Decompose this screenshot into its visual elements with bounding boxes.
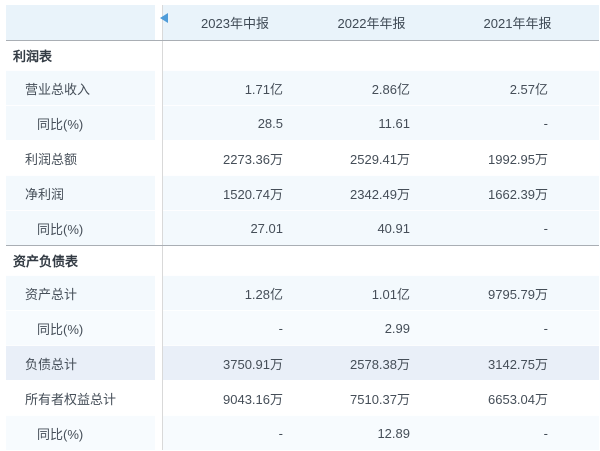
column-gutter	[155, 275, 163, 310]
value-cell: 12.89	[307, 415, 436, 450]
row-label: 营业总收入	[6, 70, 155, 105]
section-row: 资产负债表	[6, 245, 599, 275]
value-cell: 3142.75万	[436, 345, 599, 380]
value-cell: -	[436, 210, 599, 245]
table-row: 净利润 1520.74万 2342.49万 1662.39万	[6, 175, 599, 210]
table-row: 同比(%) 27.01 40.91-	[6, 210, 599, 245]
column-gutter	[155, 175, 163, 210]
value-cell: 9795.79万	[436, 275, 599, 310]
column-header-2023-mid[interactable]: 2023年中报	[163, 5, 307, 40]
value-cell: -	[163, 415, 307, 450]
value-cell: 2.86亿	[307, 70, 436, 105]
value-cell: 3750.91万	[163, 345, 307, 380]
column-header-2022-annual[interactable]: 2022年年报	[307, 5, 436, 40]
value-cell: 1520.74万	[163, 175, 307, 210]
value-cell	[163, 41, 307, 70]
table-row: 同比(%) 28.5 11.61-	[6, 105, 599, 140]
value-cell: 2273.36万	[163, 140, 307, 175]
value-cell: 2529.41万	[307, 140, 436, 175]
value-cell: 1.71亿	[163, 70, 307, 105]
column-header-2021-annual[interactable]: 2021年年报	[436, 5, 599, 40]
row-label: 净利润	[6, 175, 155, 210]
row-label: 同比(%)	[6, 310, 155, 345]
column-gutter	[155, 41, 163, 70]
value-cell	[436, 41, 599, 70]
value-cell: 6653.04万	[436, 380, 599, 415]
column-gutter	[155, 140, 163, 175]
row-label: 资产总计	[6, 275, 155, 310]
row-label: 资产负债表	[6, 246, 155, 275]
column-gutter	[155, 246, 163, 275]
column-gutter	[155, 380, 163, 415]
row-label: 同比(%)	[6, 415, 155, 450]
column-gutter	[155, 70, 163, 105]
value-cell	[307, 246, 436, 275]
row-label: 负债总计	[6, 345, 155, 380]
value-cell: -	[163, 310, 307, 345]
value-cell: -	[436, 105, 599, 140]
value-cell: 1662.39万	[436, 175, 599, 210]
row-label: 同比(%)	[6, 105, 155, 140]
financial-report-table: 2023年中报 2022年年报 2021年年报 利润表 营业总收入 1.71亿 2.8…	[6, 5, 599, 450]
value-cell: 2578.38万	[307, 345, 436, 380]
table-row: 资产总计 1.28亿 1.01亿 9795.79万	[6, 275, 599, 310]
table-body: 利润表 营业总收入 1.71亿 2.86亿 2.57亿 同比(%) 28.5 11.61- 利润…	[6, 40, 599, 450]
table-row: 所有者权益总计 9043.16万 7510.37万 6653.04万	[6, 380, 599, 415]
column-gutter	[155, 105, 163, 140]
collapse-columns-left-icon[interactable]	[160, 13, 168, 23]
value-cell: 28.5	[163, 105, 307, 140]
value-cell: -	[436, 415, 599, 450]
value-cell: 1.01亿	[307, 275, 436, 310]
table-row: 营业总收入 1.71亿 2.86亿 2.57亿	[6, 70, 599, 105]
value-cell: 1.28亿	[163, 275, 307, 310]
value-cell: 9043.16万	[163, 380, 307, 415]
row-label: 所有者权益总计	[6, 380, 155, 415]
column-gutter	[155, 310, 163, 345]
table-row: 负债总计 3750.91万 2578.38万 3142.75万	[6, 345, 599, 380]
row-label: 利润总额	[6, 140, 155, 175]
row-label: 利润表	[6, 41, 155, 70]
column-gutter	[155, 210, 163, 245]
table-row: 利润总额 2273.36万 2529.41万 1992.95万	[6, 140, 599, 175]
table-header-row: 2023年中报 2022年年报 2021年年报	[6, 5, 599, 40]
value-cell: 7510.37万	[307, 380, 436, 415]
value-cell: 40.91	[307, 210, 436, 245]
value-cell: 11.61	[307, 105, 436, 140]
value-cell	[436, 246, 599, 275]
value-cell: 2.99	[307, 310, 436, 345]
column-gutter	[155, 345, 163, 380]
value-cell: 2.57亿	[436, 70, 599, 105]
value-cell	[163, 246, 307, 275]
value-cell: 27.01	[163, 210, 307, 245]
row-label: 同比(%)	[6, 210, 155, 245]
section-row: 利润表	[6, 40, 599, 70]
table-row: 同比(%) -2.99-	[6, 310, 599, 345]
value-cell	[307, 41, 436, 70]
column-gutter	[155, 415, 163, 450]
value-cell: -	[436, 310, 599, 345]
value-cell: 2342.49万	[307, 175, 436, 210]
label-column-header	[6, 5, 155, 40]
value-cell: 1992.95万	[436, 140, 599, 175]
table-row: 同比(%) -12.89-	[6, 415, 599, 450]
